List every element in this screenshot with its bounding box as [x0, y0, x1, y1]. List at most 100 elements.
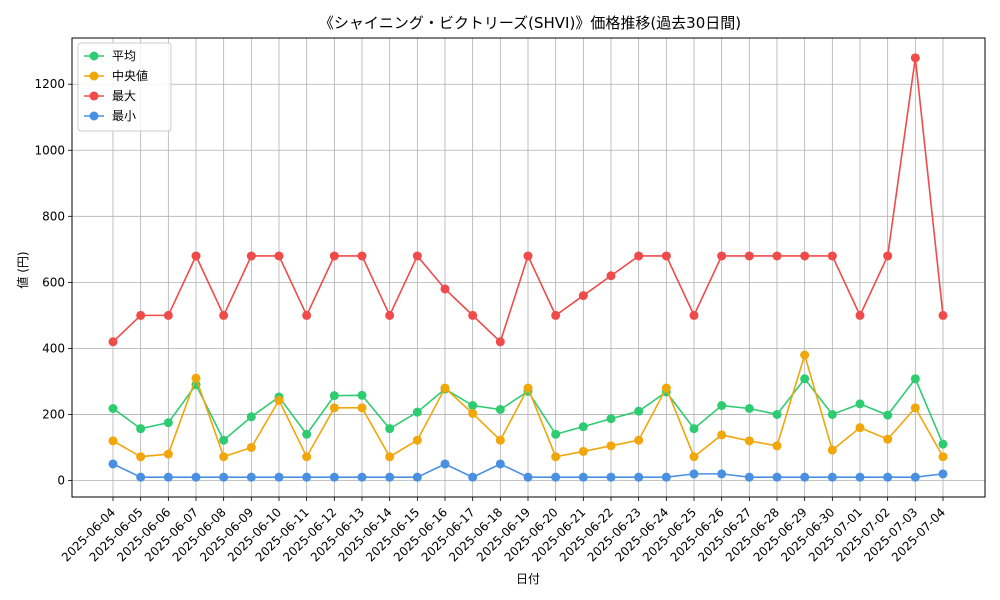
data-point: [855, 399, 865, 409]
data-point: [855, 423, 865, 433]
data-point: [412, 251, 422, 261]
data-point: [910, 403, 920, 413]
data-point: [634, 435, 644, 445]
legend-item: 最小: [84, 109, 136, 123]
data-point: [385, 452, 395, 462]
data-point: [163, 472, 173, 482]
data-point: [523, 472, 533, 482]
data-point: [412, 472, 422, 482]
data-point: [772, 251, 782, 261]
data-point: [412, 435, 422, 445]
data-point: [136, 472, 146, 482]
legend-item: 平均: [84, 49, 136, 63]
data-point: [855, 472, 865, 482]
data-point: [385, 310, 395, 320]
data-point: [938, 310, 948, 320]
data-point: [357, 390, 367, 400]
data-point: [329, 403, 339, 413]
data-point: [634, 472, 644, 482]
data-point: [412, 407, 422, 417]
data-point: [938, 469, 948, 479]
data-point: [440, 383, 450, 393]
legend-swatch-marker: [89, 71, 99, 81]
data-point: [551, 310, 561, 320]
y-tick-label: 200: [42, 407, 65, 421]
data-point: [163, 449, 173, 459]
data-point: [910, 53, 920, 63]
data-point: [938, 452, 948, 462]
data-point: [219, 452, 229, 462]
data-point: [827, 251, 837, 261]
data-point: [717, 430, 727, 440]
data-point: [108, 459, 118, 469]
legend-label: 平均: [112, 49, 136, 63]
data-point: [329, 251, 339, 261]
data-point: [523, 251, 533, 261]
data-point: [523, 383, 533, 393]
data-point: [440, 284, 450, 294]
data-point: [302, 429, 312, 439]
data-point: [800, 350, 810, 360]
data-point: [329, 472, 339, 482]
data-point: [689, 424, 699, 434]
data-point: [108, 404, 118, 414]
data-point: [302, 472, 312, 482]
data-point: [800, 251, 810, 261]
data-point: [136, 310, 146, 320]
data-point: [827, 445, 837, 455]
data-point: [800, 374, 810, 384]
data-point: [246, 251, 256, 261]
data-point: [606, 472, 616, 482]
data-point: [108, 337, 118, 347]
legend-item: 最大: [84, 89, 136, 103]
data-point: [246, 412, 256, 422]
data-point: [246, 472, 256, 482]
data-point: [357, 472, 367, 482]
data-point: [219, 435, 229, 445]
data-point: [329, 391, 339, 401]
data-point: [551, 429, 561, 439]
data-point: [661, 251, 671, 261]
data-point: [495, 459, 505, 469]
data-point: [883, 434, 893, 444]
data-point: [163, 310, 173, 320]
y-tick-label: 400: [42, 341, 65, 355]
data-point: [385, 472, 395, 482]
data-point: [883, 410, 893, 420]
data-point: [302, 452, 312, 462]
data-point: [606, 441, 616, 451]
grid-lines: [72, 38, 985, 497]
data-point: [689, 469, 699, 479]
data-point: [468, 408, 478, 418]
data-point: [883, 472, 893, 482]
data-point: [800, 472, 810, 482]
data-point: [163, 418, 173, 428]
data-point: [191, 373, 201, 383]
data-point: [191, 472, 201, 482]
data-point: [772, 472, 782, 482]
x-axis-title: 日付: [516, 572, 540, 586]
data-point: [661, 472, 671, 482]
legend-label: 最大: [112, 89, 136, 103]
data-point: [717, 401, 727, 411]
series-1: [108, 350, 948, 462]
data-point: [744, 251, 754, 261]
data-point: [772, 441, 782, 451]
data-point: [578, 422, 588, 432]
data-point: [910, 374, 920, 384]
y-axis-title: 値 (円): [15, 251, 30, 288]
legend-swatch-marker: [89, 111, 99, 121]
data-point: [883, 251, 893, 261]
data-point: [495, 404, 505, 414]
data-point: [108, 436, 118, 446]
legend-item: 中央値: [84, 68, 148, 83]
series-3: [108, 459, 948, 482]
data-point: [744, 404, 754, 414]
data-point: [551, 472, 561, 482]
data-point: [606, 271, 616, 281]
chart-title: 《シャイニング・ビクトリーズ(SHVI)》価格推移(過去30日間): [319, 14, 741, 32]
data-point: [606, 414, 616, 424]
plot-frame: [71, 37, 986, 498]
data-point: [440, 459, 450, 469]
